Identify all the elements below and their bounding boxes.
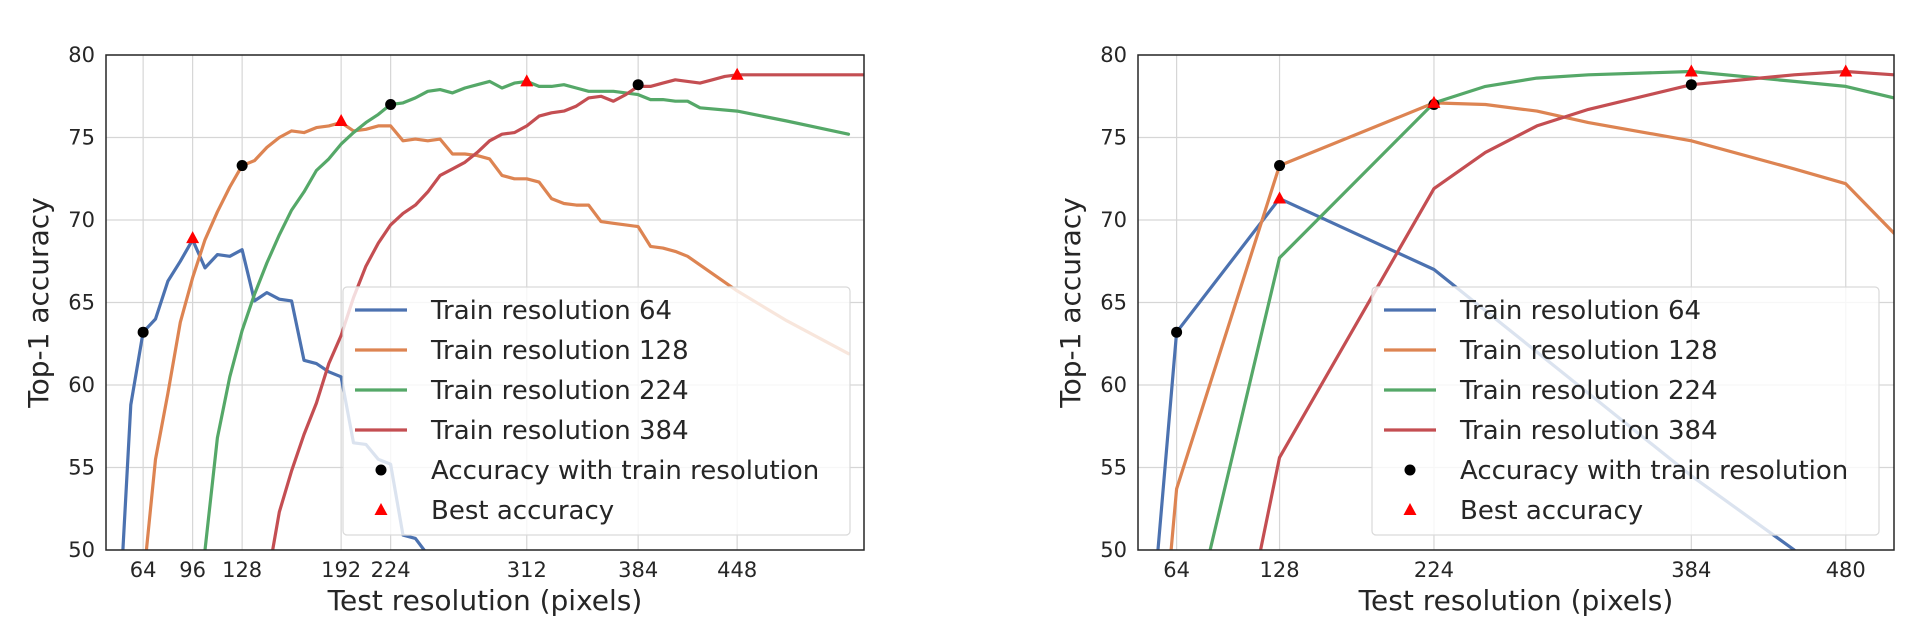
legend-entry-label: Train resolution 64: [1459, 296, 1701, 326]
y-tick-label: 55: [1100, 456, 1127, 480]
best-accuracy-point: [730, 67, 744, 80]
best-accuracy-point: [1427, 95, 1441, 108]
legend-triangle-swatch: [1403, 503, 1417, 515]
train-resolution-point: [236, 160, 248, 172]
y-tick-label: 65: [1100, 291, 1127, 315]
x-tick-label: 96: [179, 558, 206, 582]
legend: Train resolution 64 Train resolution 128 T…: [342, 286, 851, 536]
legend-entry-label: Train resolution 128: [1459, 336, 1718, 366]
y-tick-label: 50: [1100, 538, 1127, 562]
x-tick-label: 384: [618, 558, 658, 582]
x-tick-label: 64: [130, 558, 157, 582]
x-tick-label: 128: [222, 558, 262, 582]
y-axis-label: Top-1 accuracy: [1054, 197, 1087, 408]
legend-entry-label: Best accuracy: [1460, 496, 1643, 526]
y-tick-label: 60: [68, 373, 95, 397]
x-tick-label: 224: [1414, 558, 1454, 582]
x-tick-label: 480: [1826, 558, 1866, 582]
y-tick-label: 60: [1100, 373, 1127, 397]
train-resolution-point: [385, 99, 397, 110]
y-axis-label: Top-1 accuracy: [22, 197, 55, 408]
legend-entry-label: Best accuracy: [431, 496, 614, 526]
series-line-4: [1258, 69, 1894, 550]
x-tick-label: 384: [1671, 558, 1711, 582]
y-tick-label: 65: [68, 291, 95, 315]
best-accuracy-point: [1273, 191, 1287, 204]
legend-entry-label: Train resolution 64: [430, 296, 672, 326]
best-accuracy-point: [186, 231, 200, 244]
legend-dot-swatch: [1404, 464, 1416, 476]
legend-entry-label: Train resolution 384: [430, 416, 689, 446]
legend-entry-label: Train resolution 224: [1459, 376, 1718, 406]
y-tick-label: 50: [68, 538, 95, 562]
legend-box: [1371, 286, 1880, 536]
x-axis-label: Test resolution (pixels): [327, 584, 643, 617]
train-resolution-point: [1171, 326, 1183, 338]
y-tick-label: 80: [1100, 43, 1127, 67]
axes-frame: [1137, 54, 1895, 551]
series-line-3: [203, 79, 851, 550]
y-tick-label: 80: [68, 43, 95, 67]
axes-frame: [105, 54, 865, 551]
x-tick-label: 192: [321, 558, 361, 582]
train-resolution-point: [1685, 79, 1697, 91]
y-tick-label: 70: [1100, 208, 1127, 232]
best-accuracy-point: [334, 114, 348, 126]
best-accuracy-point: [1684, 64, 1698, 77]
legend-entry-label: Train resolution 384: [1459, 416, 1718, 446]
x-axis-label: Test resolution (pixels): [1358, 584, 1674, 617]
legend-entry-label: Accuracy with train resolution: [1460, 456, 1848, 486]
best-accuracy-point: [520, 74, 534, 87]
legend: Train resolution 64 Train resolution 128 T…: [1371, 286, 1880, 536]
legend-box: [342, 286, 851, 536]
y-tick-label: 75: [68, 126, 95, 150]
y-tick-label: 70: [68, 208, 95, 232]
train-resolution-point: [1274, 160, 1286, 172]
legend-entry-label: Train resolution 224: [430, 376, 689, 406]
legend-dot-swatch: [375, 464, 387, 476]
train-resolution-point: [137, 326, 149, 338]
legend-entry-label: Train resolution 128: [430, 336, 689, 366]
x-tick-label: 128: [1260, 558, 1300, 582]
x-tick-label: 224: [371, 558, 411, 582]
chart-right: 64 128 224 384 480 50 55 60 65 70 75 80 Test resolut…: [1054, 43, 1895, 617]
series-line-3: [1208, 69, 1894, 550]
y-tick-label: 55: [68, 456, 95, 480]
x-tick-label: 448: [717, 558, 757, 582]
x-tick-label: 312: [507, 558, 547, 582]
legend-triangle-swatch: [374, 503, 388, 515]
train-resolution-point: [632, 79, 644, 91]
y-tick-label: 75: [1100, 126, 1127, 150]
x-tick-label: 64: [1163, 558, 1190, 582]
chart-left: 64 96 128 192 224 312 384 448 50 55 60 65 70 75 80 Test…: [22, 43, 865, 617]
series-line-2: [1169, 101, 1894, 550]
legend-entry-label: Accuracy with train resolution: [431, 456, 819, 486]
best-accuracy-point: [1839, 64, 1853, 77]
